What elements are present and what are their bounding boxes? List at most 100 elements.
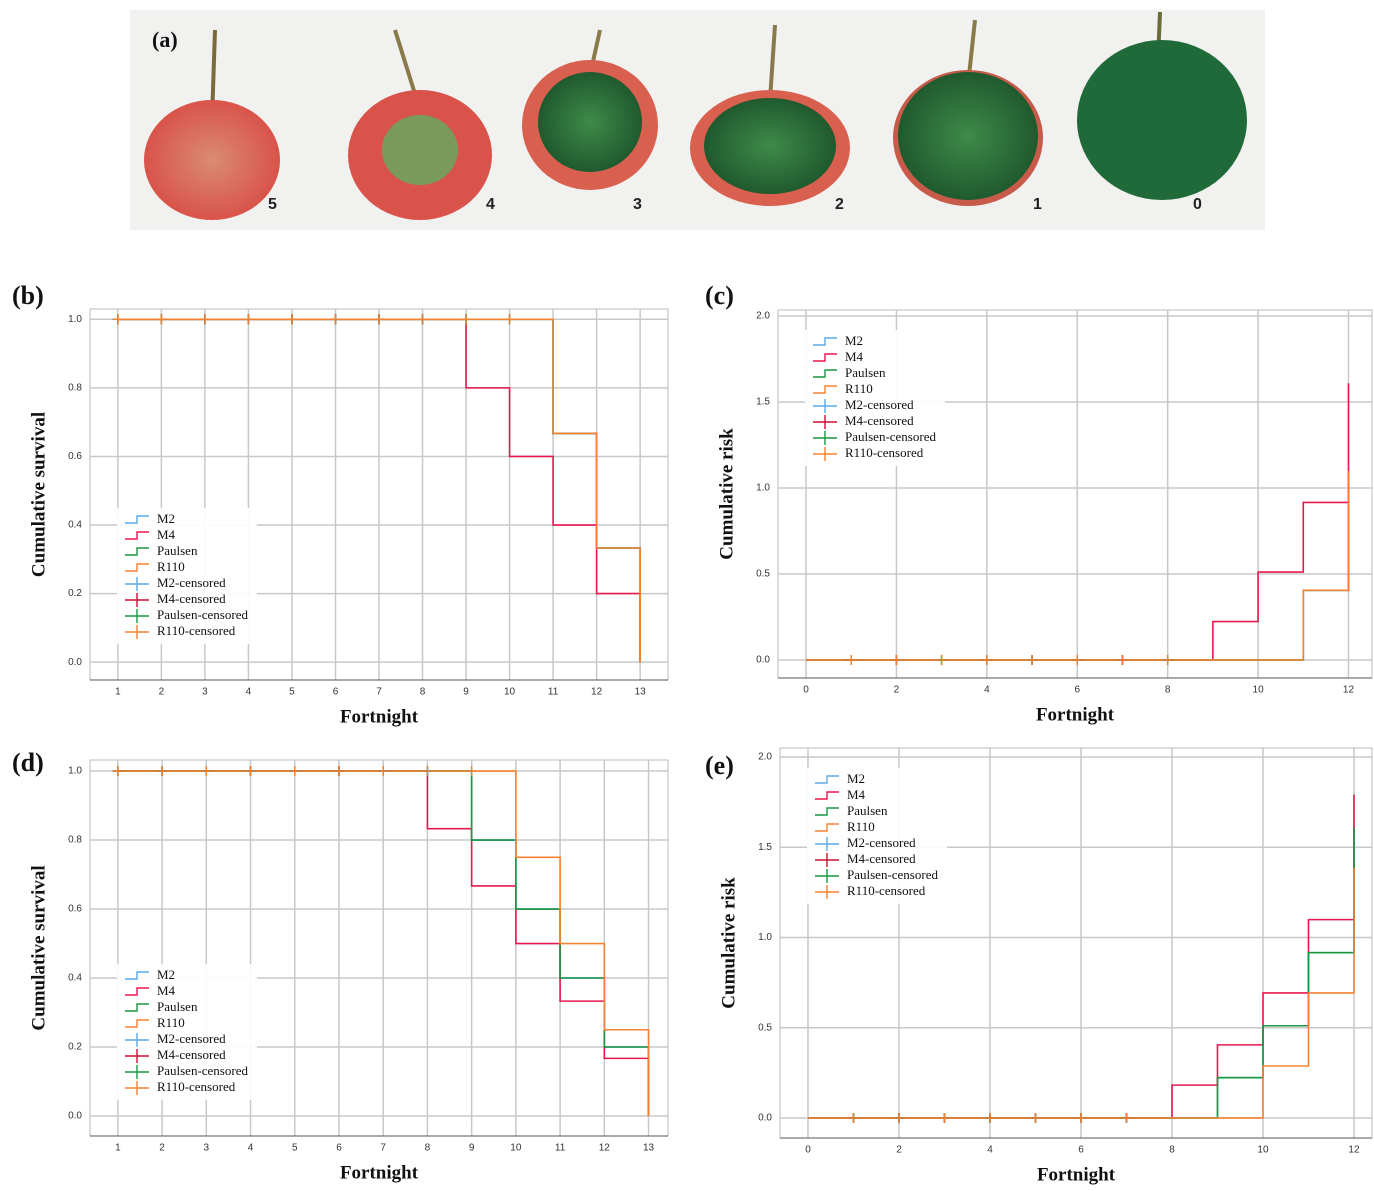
x-tick-label: 4 bbox=[248, 1143, 254, 1154]
legend-label: M4-censored bbox=[845, 413, 914, 428]
x-axis-label: Fortnight bbox=[1036, 704, 1115, 725]
y-axis-label: Cumulative risk bbox=[716, 428, 737, 560]
score-label: 0 bbox=[1193, 196, 1202, 213]
x-axis-label: Fortnight bbox=[1037, 1164, 1116, 1185]
x-tick-label: 8 bbox=[420, 687, 426, 698]
legend-label: Paulsen bbox=[157, 999, 198, 1014]
y-tick-label: 1.0 bbox=[758, 932, 772, 943]
censored-mark bbox=[330, 314, 340, 324]
censored-mark bbox=[290, 766, 300, 776]
censored-mark bbox=[334, 766, 344, 776]
x-tick-label: 3 bbox=[204, 1143, 210, 1154]
x-tick-label: 10 bbox=[504, 687, 516, 698]
x-tick-label: 10 bbox=[1253, 685, 1265, 696]
x-tick-label: 12 bbox=[591, 687, 603, 698]
x-tick-label: 4 bbox=[987, 1145, 993, 1156]
legend-label: M2-censored bbox=[157, 575, 226, 590]
y-tick-label: 0.0 bbox=[756, 655, 770, 666]
x-tick-label: 13 bbox=[643, 1143, 655, 1154]
legend-label: M2-censored bbox=[845, 397, 914, 412]
y-tick-label: 0.6 bbox=[68, 904, 82, 915]
score-label: 4 bbox=[486, 196, 495, 213]
censored-mark bbox=[422, 766, 432, 776]
x-tick-label: 0 bbox=[805, 1145, 811, 1156]
censored-mark bbox=[939, 1113, 949, 1123]
x-tick-label: 1 bbox=[115, 687, 121, 698]
legend-label: M4-censored bbox=[157, 1047, 226, 1062]
panel-label: (d) bbox=[12, 748, 44, 777]
censored-mark bbox=[894, 1113, 904, 1123]
x-tick-label: 2 bbox=[159, 687, 165, 698]
legend-label: R110 bbox=[845, 381, 873, 396]
x-tick-label: 3 bbox=[202, 687, 208, 698]
legend-label: Paulsen-censored bbox=[157, 607, 248, 622]
legend-label: Paulsen-censored bbox=[845, 429, 936, 444]
legend-label: M4 bbox=[845, 349, 864, 364]
x-tick-label: 12 bbox=[1348, 1145, 1360, 1156]
legend-label: M2 bbox=[157, 967, 175, 982]
y-tick-label: 1.5 bbox=[756, 397, 770, 408]
y-tick-label: 0.0 bbox=[68, 1111, 82, 1122]
y-tick-label: 0.2 bbox=[68, 1042, 82, 1053]
x-tick-label: 13 bbox=[635, 687, 647, 698]
x-tick-label: 9 bbox=[469, 1143, 475, 1154]
legend: M2M4PaulsenR110M2-censoredM4-censoredPau… bbox=[117, 508, 257, 644]
censored-mark bbox=[982, 655, 992, 665]
legend-label: R110-censored bbox=[847, 883, 926, 898]
x-tick-label: 2 bbox=[894, 685, 900, 696]
censored-mark bbox=[1027, 655, 1037, 665]
x-tick-label: 10 bbox=[1257, 1145, 1269, 1156]
x-tick-label: 4 bbox=[246, 687, 252, 698]
legend: M2M4PaulsenR110M2-censoredM4-censoredPau… bbox=[117, 964, 257, 1100]
legend-label: R110-censored bbox=[157, 1079, 236, 1094]
panel-label: (e) bbox=[705, 751, 734, 780]
legend-label: M2 bbox=[157, 511, 175, 526]
y-tick-label: 1.0 bbox=[68, 314, 82, 325]
legend-label: M4-censored bbox=[157, 591, 226, 606]
censored-mark bbox=[157, 766, 167, 776]
legend-label: R110-censored bbox=[157, 623, 236, 638]
censored-mark bbox=[985, 1113, 995, 1123]
y-tick-label: 0.8 bbox=[68, 835, 82, 846]
x-tick-label: 5 bbox=[292, 1143, 298, 1154]
x-tick-label: 6 bbox=[1074, 685, 1080, 696]
legend-label: M2 bbox=[845, 333, 863, 348]
y-tick-label: 0.2 bbox=[68, 588, 82, 599]
censored-mark bbox=[201, 766, 211, 776]
y-axis-label: Cumulative survival bbox=[28, 412, 49, 577]
censored-mark bbox=[891, 655, 901, 665]
panel-label: (c) bbox=[705, 281, 734, 310]
figure: (a) 5 4 3 2 1 0 0.00.20.40.60.81.0123456… bbox=[0, 0, 1374, 1191]
legend-label: R110 bbox=[157, 559, 185, 574]
y-tick-label: 0.5 bbox=[758, 1022, 772, 1033]
legend-label: M2-censored bbox=[157, 1031, 226, 1046]
censored-mark bbox=[374, 314, 384, 324]
legend-label: M4-censored bbox=[847, 851, 916, 866]
censored-mark bbox=[1117, 655, 1127, 665]
x-tick-label: 10 bbox=[510, 1143, 522, 1154]
leaf-photo: (a) 5 4 3 2 1 0 bbox=[130, 10, 1265, 230]
censored-mark bbox=[467, 766, 477, 776]
censored-mark bbox=[848, 1113, 858, 1123]
censored-mark bbox=[1030, 1113, 1040, 1123]
censored-mark bbox=[1163, 655, 1173, 665]
censored-mark bbox=[1076, 1113, 1086, 1123]
legend-label: M4 bbox=[157, 527, 176, 542]
censored-mark bbox=[287, 314, 297, 324]
legend-label: Paulsen bbox=[847, 803, 888, 818]
legend-label: R110-censored bbox=[845, 445, 924, 460]
legend: M2M4PaulsenR110M2-censoredM4-censoredPau… bbox=[807, 768, 947, 904]
legend-label: R110 bbox=[157, 1015, 185, 1030]
y-axis-label: Cumulative survival bbox=[28, 865, 49, 1030]
x-tick-label: 2 bbox=[159, 1143, 165, 1154]
legend-label: Paulsen-censored bbox=[157, 1063, 248, 1078]
y-tick-label: 0.6 bbox=[68, 451, 82, 462]
y-tick-label: 1.5 bbox=[758, 842, 772, 853]
score-label: 5 bbox=[268, 196, 277, 213]
x-tick-label: 12 bbox=[1343, 685, 1355, 696]
x-tick-label: 7 bbox=[380, 1143, 386, 1154]
x-tick-label: 6 bbox=[336, 1143, 342, 1154]
chart-panel: 0.00.51.01.52.0024681012FortnightCumulat… bbox=[705, 748, 1372, 1185]
legend-label: Paulsen bbox=[157, 543, 198, 558]
